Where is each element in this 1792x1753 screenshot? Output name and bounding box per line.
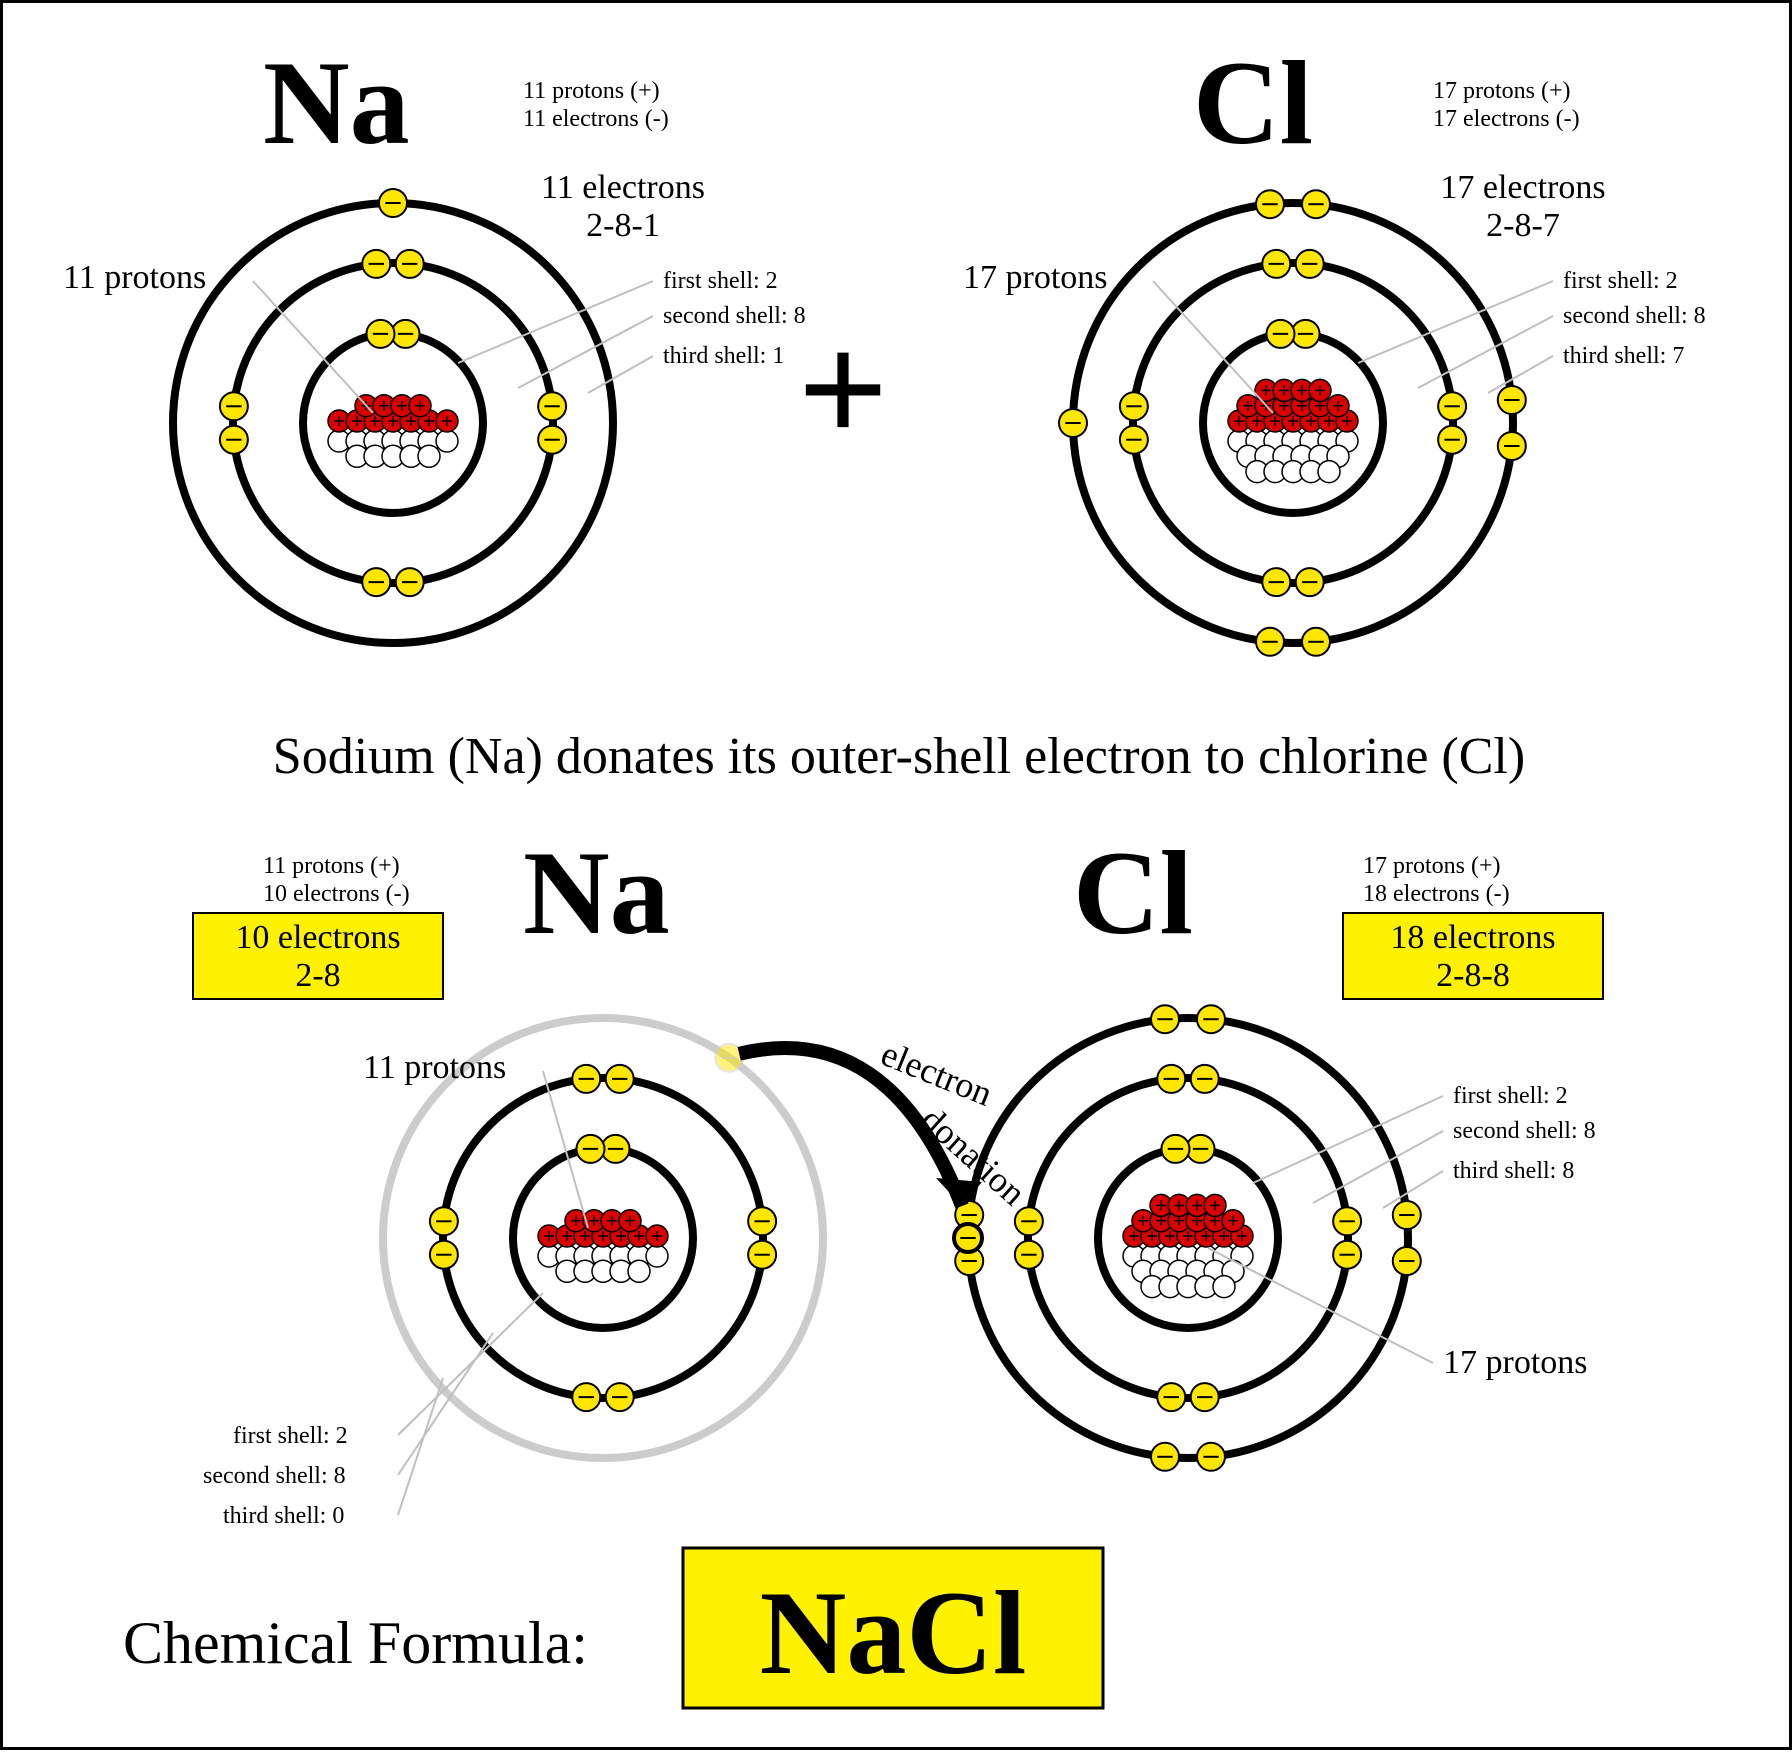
na-charge-bot: 11 protons (+)10 electrons (-) (263, 853, 410, 907)
svg-text:first shell: 2: first shell: 2 (663, 268, 778, 294)
cl-charge-bot: 17 protons (+)18 electrons (-) (1363, 853, 1510, 907)
svg-text:17 protons: 17 protons (1443, 1344, 1588, 1381)
svg-text:11 electrons (-): 11 electrons (-) (523, 106, 669, 132)
svg-text:first shell: 2: first shell: 2 (233, 1423, 348, 1449)
text: third shell: 1 (663, 343, 784, 369)
na-proton-label-bot: 11 protons (363, 1049, 506, 1086)
cl-proton-label-top: 17 protons (963, 259, 1108, 296)
cl-proton-label-bot: 17 protons (1443, 1344, 1588, 1381)
text: first shell: 2 (1453, 1083, 1568, 1109)
chlorine-symbol-bottom: Cl (1073, 826, 1193, 959)
svg-text:third shell: 7: third shell: 7 (1563, 343, 1684, 369)
svg-text:17 electrons (-): 17 electrons (-) (1433, 106, 1580, 132)
text: second shell: 8 (1453, 1118, 1596, 1144)
svg-text:second shell: 8: second shell: 8 (1563, 303, 1706, 329)
svg-text:11 protons: 11 protons (363, 1049, 506, 1086)
text: second shell: 8 (1563, 303, 1706, 329)
na-proton-label-top: 11 protons (63, 259, 206, 296)
sodium-symbol-bottom: Na (523, 826, 670, 959)
svg-text:17 protons (+): 17 protons (+) (1433, 78, 1571, 104)
text: second shell: 8 (203, 1463, 346, 1489)
svg-text:2-8: 2-8 (295, 957, 340, 994)
sodium-atom-top (173, 189, 613, 643)
svg-text:11 protons (+): 11 protons (+) (263, 853, 400, 879)
text: first shell: 2 (663, 268, 778, 294)
svg-text:third shell: 0: third shell: 0 (223, 1503, 344, 1529)
svg-text:second shell: 8: second shell: 8 (203, 1463, 346, 1489)
svg-text:2-8-8: 2-8-8 (1436, 957, 1510, 994)
text: third shell: 0 (223, 1503, 344, 1529)
svg-text:10 electrons: 10 electrons (235, 919, 400, 956)
text: third shell: 7 (1563, 343, 1684, 369)
text: first shell: 2 (1563, 268, 1678, 294)
na-electron-header-top: 11 electrons2-8-1 (541, 169, 705, 244)
cl-electron-header-top: 17 electrons2-8-7 (1440, 169, 1605, 244)
formula-label: Chemical Formula: (123, 1610, 588, 1676)
text: first shell: 2 (233, 1423, 348, 1449)
text: third shell: 8 (1453, 1158, 1574, 1184)
svg-text:18 electrons (-): 18 electrons (-) (1363, 881, 1510, 907)
svg-text:11 electrons: 11 electrons (541, 169, 705, 206)
chlorine-atom-top (1059, 190, 1526, 656)
plus-sign: + (797, 300, 888, 478)
svg-text:2-8-7: 2-8-7 (1486, 207, 1560, 244)
formula-text: NaCl (760, 1566, 1027, 1699)
svg-text:second shell: 8: second shell: 8 (663, 303, 806, 329)
svg-text:third shell: 8: third shell: 8 (1453, 1158, 1574, 1184)
svg-text:2-8-1: 2-8-1 (586, 207, 660, 244)
svg-text:17 protons (+): 17 protons (+) (1363, 853, 1501, 879)
svg-text:17 protons: 17 protons (963, 259, 1108, 296)
na-charge-top: 11 protons (+)11 electrons (-) (523, 78, 669, 132)
svg-text:second shell: 8: second shell: 8 (1453, 1118, 1596, 1144)
chlorine-atom-bottom (955, 1005, 1421, 1471)
sodium-symbol-top: Na (263, 36, 410, 169)
svg-text:11 protons: 11 protons (63, 259, 206, 296)
svg-text:17 electrons: 17 electrons (1440, 169, 1605, 206)
text: second shell: 8 (663, 303, 806, 329)
svg-text:11 protons (+): 11 protons (+) (523, 78, 660, 104)
svg-text:first shell: 2: first shell: 2 (1453, 1083, 1568, 1109)
cl-charge-top: 17 protons (+)17 electrons (-) (1433, 78, 1580, 132)
donation-caption: Sodium (Na) donates its outer-shell elec… (273, 728, 1525, 785)
svg-text:third shell: 1: third shell: 1 (663, 343, 784, 369)
chlorine-symbol-top: Cl (1193, 36, 1313, 169)
svg-text:18 electrons: 18 electrons (1390, 919, 1555, 956)
svg-text:first shell: 2: first shell: 2 (1563, 268, 1678, 294)
svg-text:10 electrons (-): 10 electrons (-) (263, 881, 410, 907)
